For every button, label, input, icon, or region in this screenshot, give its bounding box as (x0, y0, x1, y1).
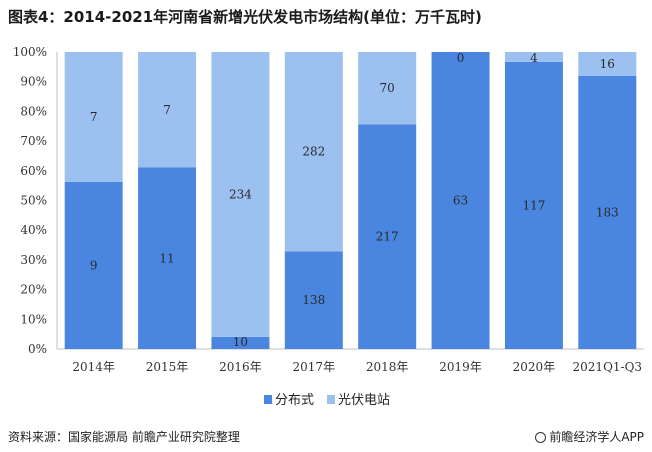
bar-distributed (578, 75, 637, 349)
bar-distributed (504, 61, 563, 350)
data-label: 117 (522, 198, 545, 212)
bar-station (64, 52, 123, 182)
data-label: 234 (229, 187, 252, 201)
y-tick-label: 60% (20, 164, 47, 178)
data-label: 138 (302, 293, 325, 307)
legend-label: 光伏电站 (338, 393, 390, 408)
y-tick-label: 70% (20, 134, 47, 148)
data-label: 0 (457, 51, 465, 65)
brand-text: 前瞻经济学人APP (549, 430, 644, 444)
data-label: 16 (600, 57, 615, 71)
y-tick-label: 50% (20, 194, 47, 208)
y-tick-label: 80% (20, 104, 47, 118)
bar-station (578, 52, 637, 76)
x-tick-label: 2017年 (293, 360, 336, 374)
x-tick-label: 2019年 (439, 360, 482, 374)
data-label: 282 (302, 145, 325, 159)
chart-title: 图表4：2014-2021年河南省新增光伏发电市场结构(单位：万千瓦时) (8, 8, 482, 26)
data-label: 183 (596, 205, 619, 219)
bar-station (138, 52, 197, 168)
y-tick-label: 40% (20, 223, 47, 237)
data-label: 7 (90, 110, 98, 124)
brand-credit: 前瞻经济学人APP (535, 428, 644, 445)
y-tick-labels: 0% 10% 20% 30% 40% 50% 60% 70% 80% 90% 100% (13, 45, 47, 356)
data-label: 10 (233, 335, 248, 349)
x-tick-label: 2020年 (513, 360, 556, 374)
legend-swatch (327, 395, 335, 404)
legend: 分布式 光伏电站 (264, 393, 390, 408)
source-note: 资料来源：国家能源局 前瞻产业研究院整理 (8, 430, 240, 444)
x-tick-label: 2014年 (72, 360, 115, 374)
bar-distributed (284, 251, 343, 349)
y-tick-label: 10% (20, 312, 47, 326)
bar-distributed (211, 336, 270, 349)
brand-logo-icon (535, 432, 547, 443)
legend-label: 分布式 (275, 393, 314, 408)
data-label: 7 (163, 103, 171, 117)
data-label: 11 (159, 251, 174, 265)
y-tick-label: 0% (28, 342, 47, 356)
data-label: 9 (90, 258, 98, 272)
bar-distributed (64, 181, 123, 349)
bar-distributed (138, 167, 197, 349)
bar-station (284, 52, 343, 252)
data-label: 70 (380, 81, 395, 95)
bar-station (211, 52, 270, 337)
x-tick-label: 2016年 (219, 360, 262, 374)
data-label: 217 (376, 230, 399, 244)
y-tick-label: 100% (13, 45, 47, 59)
x-tick-label: 2018年 (366, 360, 409, 374)
x-tick-label: 2021Q1-Q3 (573, 360, 643, 374)
bar-station (504, 52, 563, 62)
bar-distributed (358, 124, 417, 349)
data-label: 63 (453, 194, 468, 208)
bar-station (358, 52, 417, 125)
bar-distributed (431, 52, 490, 349)
data-label: 4 (530, 51, 538, 65)
x-tick-labels: 2014年 2015年 2016年 2017年 2018年 2019年 2020年 2021Q… (72, 360, 642, 374)
x-tick-label: 2015年 (146, 360, 189, 374)
y-tick-label: 90% (20, 75, 47, 89)
y-tick-label: 30% (20, 253, 47, 267)
y-tick-label: 20% (20, 283, 47, 297)
legend-swatch (264, 395, 272, 404)
